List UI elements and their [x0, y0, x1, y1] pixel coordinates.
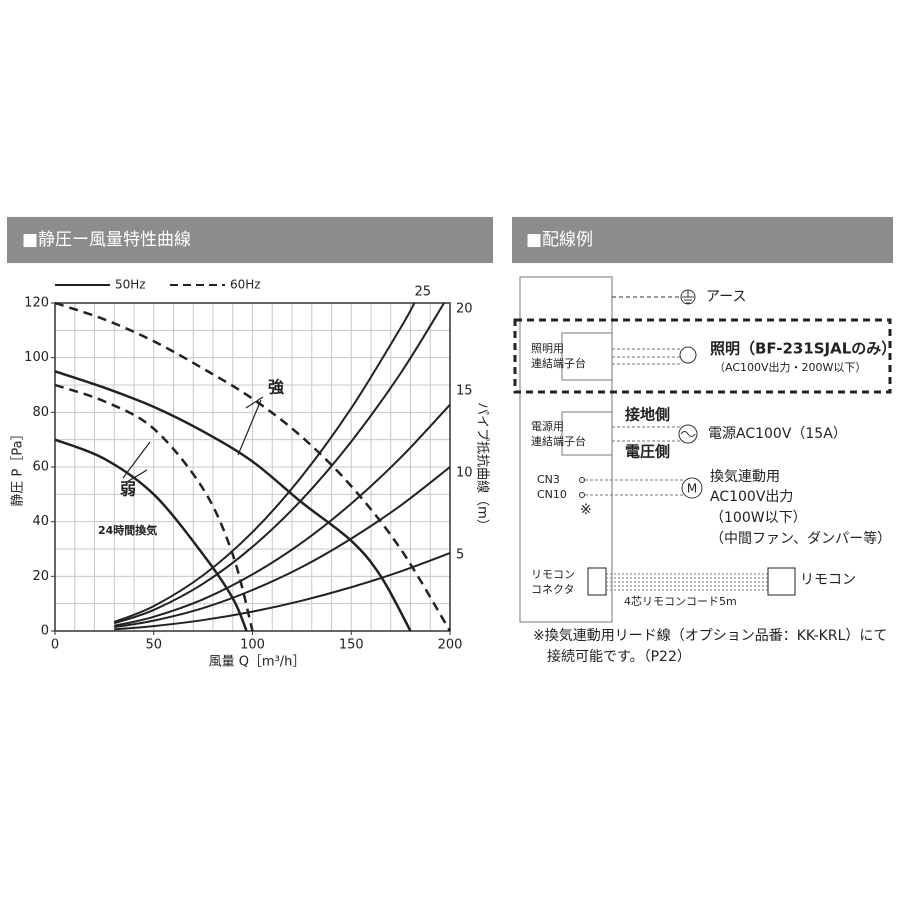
annotation-arrow — [237, 399, 262, 456]
annotation-arrow — [122, 441, 151, 479]
label: 照明用 — [531, 342, 564, 355]
curve — [114, 552, 451, 631]
chart-title: ■静圧ー風量特性曲線 — [22, 230, 191, 250]
motor-symbol — [681, 477, 703, 499]
earth-symbol — [682, 290, 694, 304]
label: 電源用 — [531, 419, 564, 433]
y2-tick-label: 20 — [456, 302, 473, 317]
connector-pin — [579, 492, 585, 498]
curve — [54, 301, 452, 632]
curve — [114, 403, 451, 627]
ac-symbol — [680, 431, 696, 437]
wire — [612, 426, 680, 442]
label: （100W以下） — [710, 510, 807, 526]
annotation: 24時間換気 — [98, 523, 157, 537]
x-tick-label: 0 — [51, 638, 59, 653]
label: リモコン — [531, 568, 575, 581]
curve — [54, 370, 412, 632]
y2-tick-label: 5 — [456, 548, 464, 563]
option-box — [513, 318, 892, 394]
terminal-box — [561, 411, 613, 456]
y2-tick-label: 15 — [456, 384, 473, 399]
label: 電圧側 — [625, 443, 670, 461]
legend-label: 50Hz — [115, 278, 146, 292]
motor-letter: M — [687, 482, 697, 496]
y-tick-label: 100 — [24, 350, 49, 365]
label: （AC100V出力・200W以下） — [714, 360, 866, 374]
curve — [114, 466, 451, 629]
y-tick-label: 40 — [32, 514, 49, 529]
y-tick-label: 0 — [41, 624, 49, 639]
y-tick-label: 80 — [32, 405, 49, 420]
note: ※換気連動用リード線（オプション品番：KK-KRL）にて — [533, 628, 887, 644]
wire — [585, 479, 683, 496]
light-symbol — [679, 346, 697, 364]
label: 換気連動用 — [710, 469, 780, 485]
header-bar — [7, 217, 493, 263]
annotation: 強 — [268, 378, 284, 397]
label: CN10 — [537, 488, 567, 501]
legend-label: 60Hz — [230, 278, 261, 292]
annotation-arrow — [245, 396, 264, 409]
label: 電源AC100V（15A） — [708, 426, 847, 442]
y2-axis-label: パイプ抵抗曲線（m） — [475, 402, 491, 532]
cord — [606, 573, 768, 591]
x-tick-label: 150 — [339, 638, 364, 653]
x-tick-label: 200 — [438, 638, 463, 653]
y-tick-label: 20 — [32, 569, 49, 584]
curve — [54, 438, 248, 632]
header-bar — [512, 217, 893, 263]
annotation-arrow — [126, 469, 148, 483]
wiring: M — [513, 276, 892, 623]
label: アース — [706, 289, 746, 305]
connector-box — [587, 567, 607, 596]
wiring-text: アース 照明用 連結端子台 照明（BF-231SJALのみ） （AC100V出力… — [531, 289, 896, 665]
wiring-title: ■配線例 — [526, 230, 593, 250]
curve — [113, 302, 416, 623]
label: AC100V出力 — [710, 489, 793, 505]
label: CN3 — [537, 473, 560, 486]
label: 接地側 — [625, 406, 670, 424]
curve — [113, 302, 445, 625]
y-tick-label: 60 — [32, 460, 49, 475]
curve-label: 25 — [414, 285, 431, 300]
note: 接続可能です。（P22） — [547, 648, 691, 665]
x-axis-label: 風量 Q［m³/h］ — [209, 655, 306, 670]
y-tick-label: 120 — [24, 296, 49, 311]
label: ※ — [580, 502, 592, 518]
curve — [54, 383, 254, 632]
x-tick-label: 100 — [240, 638, 265, 653]
ac-symbol — [678, 424, 698, 444]
annotation: 弱 — [120, 480, 136, 499]
y2-tick-label: 10 — [456, 466, 473, 481]
label: 連結端子台 — [531, 356, 586, 370]
label: 連結端子台 — [531, 434, 586, 448]
x-tick-label: 50 — [145, 638, 162, 653]
connector-pin — [579, 477, 585, 483]
label: リモコン — [800, 572, 856, 588]
chart: 0 50 100 150 200 0 20 40 60 80 100 120 5 10 15 20 風量 Q［m… — [11, 278, 491, 670]
remote-box — [767, 567, 796, 596]
label: 4芯リモコンコード5m — [624, 594, 737, 608]
wire — [612, 348, 680, 365]
label: （中間ファン、ダンパー等） — [710, 530, 891, 547]
y-axis-label: 静圧 P［Pa］ — [11, 427, 26, 506]
label: 照明（BF-231SJALのみ） — [710, 340, 896, 358]
label: コネクタ — [531, 583, 575, 596]
